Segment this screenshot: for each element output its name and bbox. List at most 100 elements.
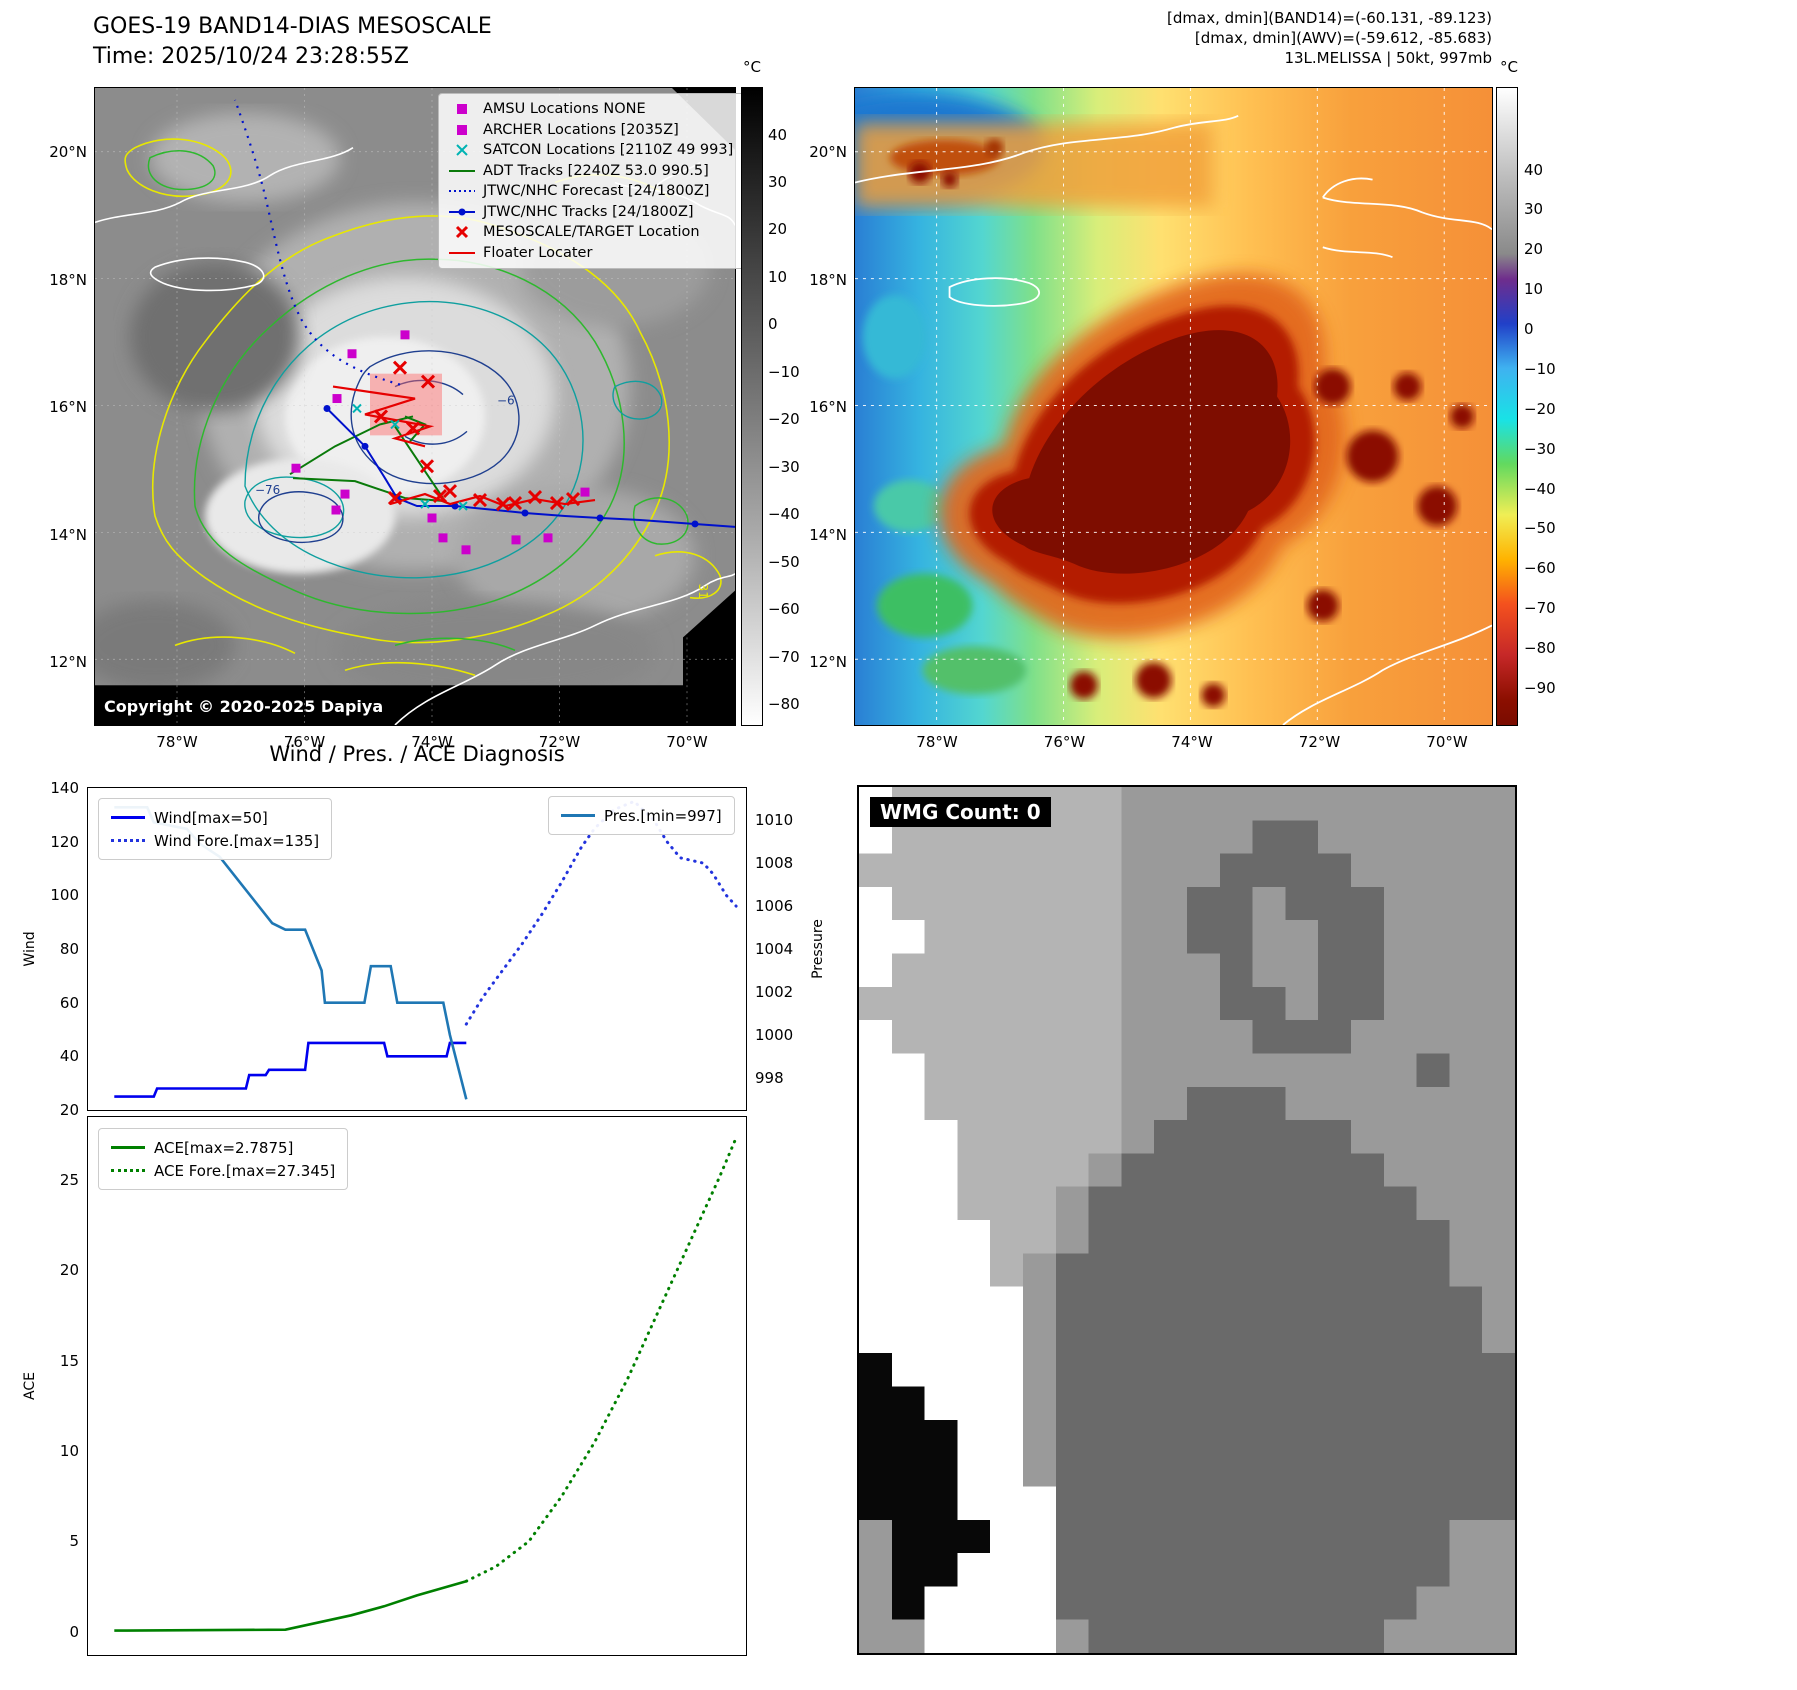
wmg-cell xyxy=(891,1519,926,1554)
awv-colorbar-tick-label: 0 xyxy=(1524,320,1534,339)
wmg-cell xyxy=(1088,1286,1122,1321)
wmg-cell xyxy=(1023,1519,1057,1554)
band14-colorbar-tick-label: 40 xyxy=(768,125,788,144)
line-legend-marker-icon xyxy=(449,251,475,254)
wmg-cell xyxy=(891,1186,926,1221)
awv-y-tick-label: 18°N xyxy=(809,270,847,289)
wmg-cell xyxy=(924,1586,958,1621)
wmg-cell xyxy=(1416,1020,1450,1055)
wmg-cell xyxy=(1121,1586,1155,1621)
ace-forecast-line-sample xyxy=(111,1169,145,1172)
wmg-cell xyxy=(1351,1186,1385,1221)
chart-y-tick-label: 80 xyxy=(59,940,79,958)
wmg-cell xyxy=(1351,1319,1385,1354)
wmg-cell xyxy=(1088,1120,1122,1154)
wmg-cell xyxy=(1416,1353,1450,1388)
wmg-cell xyxy=(1252,1353,1286,1388)
wmg-cell xyxy=(1285,1553,1319,1587)
wmg-cell xyxy=(1383,920,1418,955)
wmg-cell xyxy=(1449,1519,1483,1554)
band14-map-legend: AMSU Locations NONE ARCHER Locations [203… xyxy=(438,93,756,269)
wmg-cell xyxy=(859,1120,893,1154)
wmg-cell xyxy=(1023,1353,1057,1388)
wmg-cell xyxy=(1154,1519,1188,1554)
wmg-cell xyxy=(957,953,991,988)
wmg-cell xyxy=(891,1586,926,1621)
wmg-cell xyxy=(1318,1519,1352,1554)
wmg-cell xyxy=(1285,1386,1319,1421)
wmg-cell xyxy=(1219,1020,1254,1055)
wmg-cell xyxy=(924,1120,958,1154)
wmg-cell xyxy=(1023,1619,1057,1654)
wmg-cell xyxy=(1449,886,1483,921)
wmg-cell xyxy=(891,1319,926,1354)
wmg-cell xyxy=(1416,1586,1450,1621)
wmg-cell xyxy=(990,986,1024,1021)
wmg-cell xyxy=(1154,1220,1188,1254)
temperature-contours xyxy=(124,138,722,676)
copyright-notice: Copyright © 2020-2025 Dapiya xyxy=(104,697,384,716)
wmg-cell xyxy=(1121,1419,1155,1454)
wmg-cell xyxy=(1121,1553,1155,1587)
wmg-cell xyxy=(957,1153,991,1188)
band14-colorbar-tick-label: −60 xyxy=(768,600,800,619)
wmg-cell xyxy=(1351,953,1385,988)
wmg-cell xyxy=(1285,1453,1319,1488)
chart-y-tick-label: 1010 xyxy=(755,811,794,830)
wmg-cell xyxy=(1351,920,1385,955)
wmg-cell xyxy=(1252,853,1286,888)
wmg-cell xyxy=(1154,1586,1188,1621)
wmg-cell xyxy=(957,1453,991,1488)
wmg-cell xyxy=(924,1619,958,1654)
band14-colorbar-tick-label: 30 xyxy=(768,172,788,191)
wmg-cell xyxy=(1482,886,1516,921)
wmg-cell xyxy=(1285,1253,1319,1288)
wmg-cell xyxy=(1088,787,1122,821)
wmg-cell xyxy=(1318,986,1352,1021)
wmg-cell xyxy=(1219,1220,1254,1254)
wmg-cell xyxy=(1449,1419,1483,1454)
wmg-cell xyxy=(1482,1153,1516,1188)
wmg-cell xyxy=(1252,820,1286,855)
awv-colorbar-unit: °C xyxy=(1500,58,1518,76)
wmg-cell xyxy=(1055,1153,1090,1188)
wmg-cell xyxy=(891,1419,926,1454)
wmg-cell xyxy=(957,1253,991,1288)
wmg-cell xyxy=(1351,986,1385,1021)
wmg-cell xyxy=(1252,1253,1286,1288)
awv-colorbar-tick-label: −70 xyxy=(1524,599,1556,618)
band14-colorbar-tick-label: −30 xyxy=(768,457,800,476)
wmg-cell xyxy=(1383,1020,1418,1055)
wmg-cell xyxy=(1383,1120,1418,1154)
wmg-cell xyxy=(859,1419,893,1454)
wmg-cell xyxy=(1383,1220,1418,1254)
wmg-cell xyxy=(1318,1353,1352,1388)
wmg-cell xyxy=(1187,820,1221,855)
wmg-cell xyxy=(1088,1319,1122,1354)
wmg-cell xyxy=(1449,1253,1483,1288)
wmg-cell xyxy=(1187,1120,1221,1154)
map-legend-label: Floater Locater xyxy=(483,244,593,261)
wmg-cell xyxy=(990,1453,1024,1488)
awv-colorbar-tick-label: −50 xyxy=(1524,519,1556,538)
wmg-cell xyxy=(1154,853,1188,888)
wmg-panel xyxy=(857,785,1517,1655)
wmg-cell xyxy=(1154,1419,1188,1454)
wmg-cell xyxy=(891,1286,926,1321)
wmg-cell xyxy=(1121,1020,1155,1055)
wmg-cell xyxy=(957,1020,991,1055)
wmg-cell xyxy=(1318,953,1352,988)
wmg-cell xyxy=(1023,1253,1057,1288)
wmg-cell xyxy=(957,986,991,1021)
wmg-cell xyxy=(924,1453,958,1488)
pressure-line-sample xyxy=(561,814,595,817)
floater-track xyxy=(332,385,596,508)
wmg-cell xyxy=(1187,1386,1221,1421)
wmg-cell xyxy=(990,1353,1024,1388)
wmg-cell xyxy=(1383,953,1418,988)
awv-x-tick-label: 70°W xyxy=(1426,733,1468,751)
band14-y-tick-label: 20°N xyxy=(49,143,87,161)
wmg-cell xyxy=(1187,787,1221,821)
wmg-cell xyxy=(1088,1020,1122,1055)
wmg-cell xyxy=(1121,1353,1155,1388)
